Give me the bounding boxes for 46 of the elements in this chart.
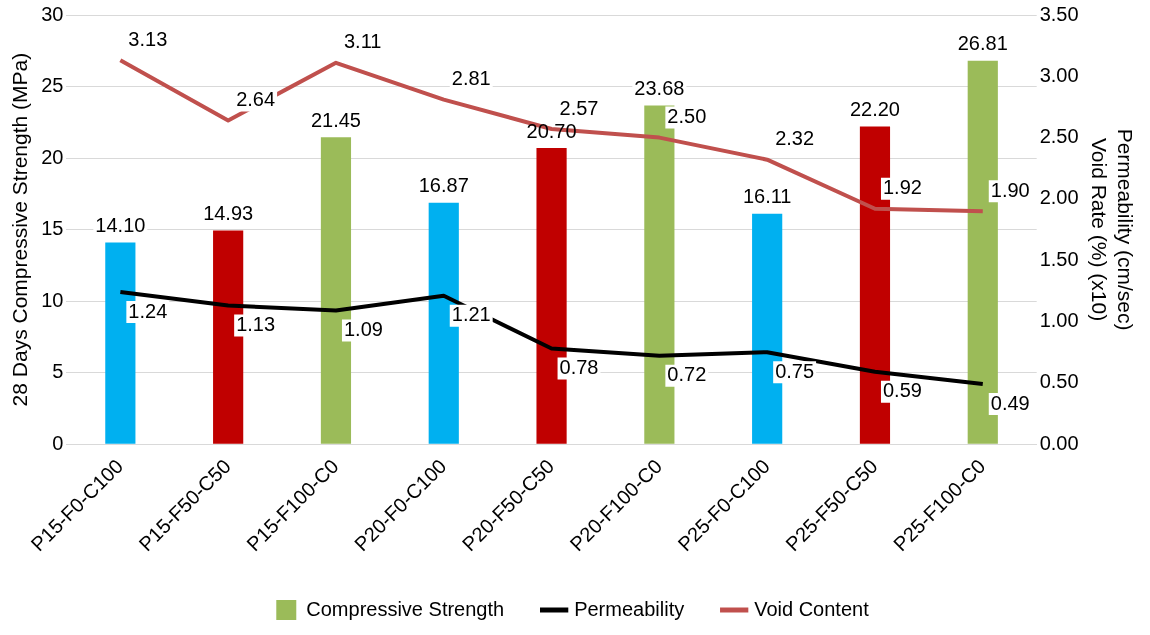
data-label: 0.78 [559,356,599,379]
legend-label: Compressive Strength [306,597,505,620]
y2-tick-label: 1.50 [1039,247,1079,270]
data-label: 1.90 [990,178,1030,201]
y2-tick-label: 2.50 [1039,125,1079,148]
y-tick-label: 0 [52,431,64,454]
data-label: 2.57 [559,96,599,119]
data-label: 0.72 [667,363,707,386]
y2-tick-label: 2.00 [1039,186,1079,209]
y2-tick-label: 0.50 [1039,370,1079,393]
y2-tick-label: 3.50 [1039,2,1079,25]
data-label: 1.24 [128,299,168,322]
data-label: 1.09 [343,318,383,341]
data-label: 16.11 [742,185,792,208]
data-label: 16.87 [418,174,469,197]
y2-tick-label: 0.00 [1039,431,1079,454]
y-tick-label: 20 [41,145,64,168]
y2-axis-title: Permeability (cm/sec) Void Rate (%) (x10) [1088,128,1137,331]
data-label: 26.81 [957,32,1008,55]
data-label: 1.92 [882,176,922,199]
data-label: 14.93 [203,202,254,225]
y2-tick-label: 3.00 [1039,63,1079,86]
data-label: 1.21 [451,303,491,326]
y-tick-label: 15 [41,217,64,240]
y-tick-label: 25 [41,74,64,97]
y-tick-label: 10 [41,288,64,311]
data-label: 3.11 [343,30,382,53]
legend-label: Permeability [574,597,685,620]
data-label: 1.13 [236,313,276,336]
y2-tick-label: 1.00 [1039,309,1079,332]
data-label: 21.45 [310,108,361,131]
data-label: 3.13 [128,27,168,50]
data-label: 2.50 [667,105,707,128]
data-label: 14.10 [95,213,146,236]
data-label: 22.20 [849,98,901,121]
legend-label: Void Content [754,597,870,620]
data-label: 2.32 [775,127,815,150]
y-tick-label: 30 [41,2,64,25]
data-label: 2.81 [451,67,491,90]
data-label: 0.59 [882,379,922,402]
y-tick-label: 5 [52,360,64,383]
data-label: 0.75 [775,359,815,382]
data-label: 0.49 [990,391,1030,414]
data-label: 23.68 [634,76,685,99]
data-label: 2.64 [236,87,276,110]
y-axis-title: 28 Days Compressive Strength (MPa) [8,52,32,407]
